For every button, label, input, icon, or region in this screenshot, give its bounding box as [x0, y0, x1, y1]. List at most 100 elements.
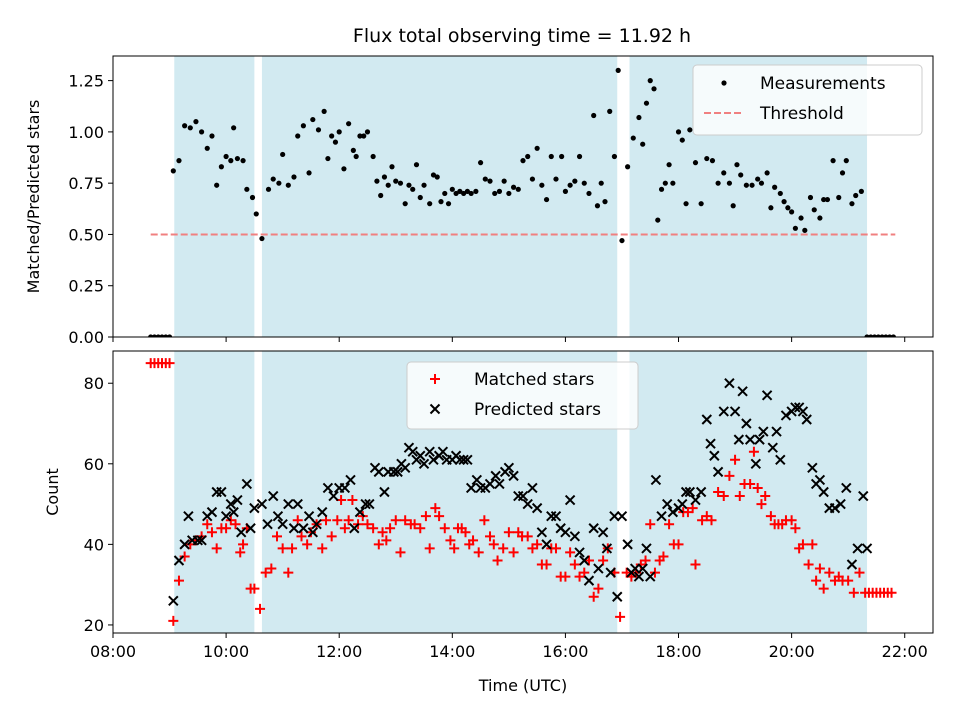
matched-star-point	[468, 535, 479, 546]
measurement-point	[265, 186, 272, 192]
measurement-point	[777, 190, 783, 197]
predicted-star-point	[536, 527, 548, 538]
predicted-star-point	[633, 571, 645, 582]
predicted-star-point	[522, 498, 533, 510]
matched-star-point	[449, 543, 460, 554]
matched-star-point	[317, 543, 328, 554]
matched-star-point	[164, 358, 175, 369]
matched-star-point	[409, 519, 420, 530]
predicted-star-point	[741, 418, 752, 429]
measurement-point	[636, 114, 642, 121]
predicted-star-point	[494, 478, 505, 490]
predicted-star-point	[354, 506, 366, 518]
measurement-point	[709, 158, 716, 164]
predicted-star-point	[814, 474, 826, 486]
measurement-point	[477, 160, 484, 166]
x-tick-label: 12:00	[316, 642, 362, 661]
measurement-point	[525, 153, 531, 160]
predicted-star-point	[737, 386, 748, 397]
matched-star-point	[664, 519, 675, 530]
matched-star-point	[503, 527, 514, 538]
predicted-star-point	[818, 486, 829, 498]
measurement-point	[417, 194, 423, 201]
matched-star-point	[277, 543, 288, 554]
measurement-point	[730, 203, 736, 209]
predicted-star-point	[465, 482, 477, 494]
predicted-star-point	[288, 523, 300, 534]
predicted-star-point	[807, 462, 818, 474]
predicted-star-point	[364, 498, 375, 510]
predicted-star-point	[437, 446, 449, 457]
predicted-star-point	[168, 595, 179, 606]
measurement-point	[482, 176, 488, 182]
matched-star-point	[343, 515, 354, 526]
predicted-star-point	[517, 490, 529, 502]
measurement-point	[325, 155, 331, 162]
measurement-point	[758, 180, 765, 186]
predicted-star-point	[690, 494, 701, 506]
measurement-point	[218, 164, 224, 170]
measurement-point	[734, 162, 740, 168]
matched-star-point	[339, 523, 350, 534]
y-tick-label: 20	[84, 616, 104, 635]
predicted-star-point	[508, 470, 519, 482]
predicted-star-point	[684, 486, 696, 498]
measurement-point	[510, 184, 517, 190]
predicted-star-point	[583, 575, 595, 586]
measurement-point	[182, 123, 188, 129]
measurement-point	[594, 203, 601, 209]
predicted-star-point	[192, 535, 204, 546]
measurement-point	[410, 186, 416, 192]
matched-star-point	[430, 503, 441, 514]
predicted-star-point	[579, 555, 590, 566]
predicted-star-point	[641, 543, 652, 554]
matched-star-point	[854, 567, 865, 578]
predicted-star-point	[718, 406, 729, 417]
measurement-point	[295, 133, 301, 139]
matched-star-point	[266, 563, 277, 574]
measurement-point	[611, 153, 618, 160]
predicted-star-point	[428, 454, 439, 465]
predicted-star-point	[780, 410, 792, 421]
matched-star-point	[658, 551, 669, 562]
measurement-point	[350, 147, 356, 153]
legend-label: Matched stars	[474, 370, 594, 390]
axes-frame	[112, 55, 934, 338]
measurement-point	[310, 116, 316, 123]
matched-star-point	[541, 559, 552, 570]
measurement-point	[807, 194, 814, 201]
predicted-star-point	[858, 490, 869, 502]
measurement-point	[378, 192, 384, 199]
measurement-point	[738, 172, 744, 178]
legend-label: Measurements	[760, 74, 886, 94]
measurement-point	[602, 199, 608, 205]
predicted-star-point	[712, 466, 724, 478]
y-tick-label: 40	[84, 535, 104, 554]
measurement-point	[353, 153, 359, 160]
matched-star-point	[811, 575, 822, 586]
matched-star-point	[532, 539, 543, 550]
measurement-point	[539, 182, 545, 188]
predicted-star-point	[629, 563, 641, 574]
legend-box	[692, 64, 923, 136]
predicted-star-point	[861, 543, 873, 554]
predicted-star-point	[235, 527, 247, 538]
predicted-star-point	[339, 482, 351, 494]
matched-star-point	[615, 611, 626, 622]
y-tick-label: 0.75	[68, 174, 104, 193]
matched-star-point	[579, 567, 590, 578]
measurement-point	[843, 158, 849, 164]
measurement-point	[615, 67, 621, 73]
matched-star-point	[179, 551, 190, 562]
measurement-point	[658, 186, 665, 192]
y-tick-label: 80	[84, 374, 104, 393]
measurement-point	[231, 125, 237, 131]
measurement-point	[789, 209, 795, 215]
observing-window	[629, 351, 868, 633]
measurement-point	[630, 135, 636, 141]
predicted-star-point	[471, 474, 483, 486]
measurement-point	[421, 182, 427, 188]
y-axis-label: Count	[43, 468, 62, 516]
predicted-star-point	[220, 510, 232, 522]
y-tick-label: 0.00	[68, 328, 104, 347]
